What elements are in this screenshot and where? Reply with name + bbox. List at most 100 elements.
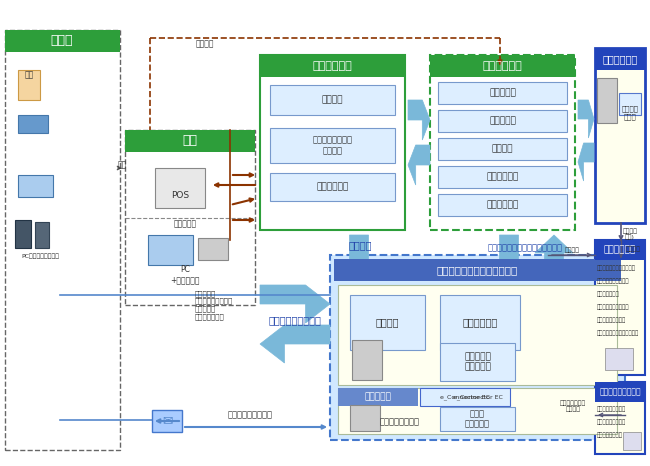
Bar [597, 78, 617, 123]
Polygon shape [408, 100, 430, 140]
Text: メール
コンテンツ: メール コンテンツ [465, 409, 490, 429]
Bar [148, 235, 193, 265]
Bar [155, 168, 205, 208]
Text: 来店: 来店 [118, 160, 127, 170]
Bar [338, 388, 418, 406]
Bar [5, 30, 120, 450]
Bar [595, 240, 645, 260]
Bar [438, 138, 567, 160]
Text: 会員向けメール配信: 会員向けメール配信 [227, 411, 272, 419]
Text: シナリオ管理: シナリオ管理 [486, 200, 519, 210]
Text: ＥＣシステム: ＥＣシステム [603, 54, 638, 64]
Bar [350, 295, 425, 350]
Bar [5, 30, 120, 52]
Polygon shape [535, 235, 573, 280]
Text: 基幹システム: 基幹システム [313, 61, 352, 71]
Text: 会員・ポイント情報: 会員・ポイント情報 [268, 315, 322, 325]
Text: ゴルフ場基幹: ゴルフ場基幹 [317, 183, 348, 192]
Bar [35, 222, 49, 248]
Text: ホテル様本部: ホテル様本部 [604, 246, 636, 254]
Bar [338, 388, 617, 434]
Bar [619, 93, 641, 115]
Bar [15, 220, 31, 248]
Polygon shape [408, 145, 430, 185]
Text: ・顧客情報検索、抽出: ・顧客情報検索、抽出 [597, 304, 629, 310]
Text: 顧客パンチ情報
（新規）: 顧客パンチ情報 （新規） [560, 400, 586, 412]
Polygon shape [260, 325, 330, 363]
Bar [18, 115, 48, 133]
Text: ポイント履歴: ポイント履歴 [462, 317, 498, 328]
Text: 会員情報: 会員情報 [376, 317, 399, 328]
Polygon shape [490, 235, 528, 280]
Text: マイページ
・ポイント残高確認
・履歴確認
・会員情報更新: マイページ ・ポイント残高確認 ・履歴確認 ・会員情報更新 [195, 290, 233, 320]
Bar [440, 407, 515, 431]
Text: お客様: お客様 [51, 34, 73, 48]
Text: ポイント
履歴): ポイント 履歴) [623, 228, 638, 240]
Text: ポイント履歴: ポイント履歴 [486, 172, 519, 181]
Text: 分析システム: 分析システム [482, 61, 523, 71]
Bar [595, 382, 645, 454]
Bar [430, 55, 575, 230]
Bar [125, 130, 255, 305]
Text: （会員登録・更新）: （会員登録・更新） [597, 419, 626, 425]
Text: ・顧客情報管理: ・顧客情報管理 [597, 291, 619, 297]
Bar [438, 194, 567, 216]
Text: POS: POS [171, 191, 189, 199]
Text: キャンペーン結果: キャンペーン結果 [380, 418, 420, 426]
Polygon shape [578, 100, 594, 138]
Bar [18, 175, 53, 197]
Text: メール配信: メール配信 [365, 392, 391, 402]
Bar [595, 48, 645, 223]
Bar [440, 295, 520, 350]
Text: 顧客マスタ: 顧客マスタ [489, 89, 516, 97]
Text: ・利用履歴確認、抽出: ・利用履歴確認、抽出 [597, 278, 629, 284]
Bar [270, 128, 395, 163]
Text: 商品マスタ: 商品マスタ [489, 116, 516, 125]
Text: 店舗: 店舗 [183, 135, 198, 148]
Text: ✉: ✉ [162, 414, 172, 427]
Text: 管理画面: 管理画面 [625, 246, 640, 252]
Text: ・ポイント残高確認、調整: ・ポイント残高確認、調整 [597, 265, 636, 271]
Bar [440, 343, 515, 381]
Text: 会員・ポイント・メール結果情報: 会員・ポイント・メール結果情報 [488, 244, 562, 253]
Text: 購買明細: 購買明細 [196, 40, 215, 48]
Text: ・メルマガ配信設定: ・メルマガ配信設定 [597, 317, 626, 323]
Bar [260, 55, 405, 230]
Text: 宿泊管理: 宿泊管理 [322, 96, 343, 104]
Polygon shape [260, 285, 330, 323]
Text: マイページ
コンテンツ: マイページ コンテンツ [464, 352, 491, 372]
Bar [438, 166, 567, 188]
Text: ・会員照会・更新: ・会員照会・更新 [597, 432, 623, 438]
Bar [330, 255, 625, 440]
Bar [125, 130, 255, 152]
Text: 購買履歴: 購買履歴 [492, 144, 514, 153]
Bar [350, 405, 380, 431]
Text: e_Connector EC: e_Connector EC [440, 394, 490, 400]
Text: PC
+磁気リーダ: PC +磁気リーダ [170, 265, 200, 285]
Bar [152, 410, 182, 432]
Bar [338, 285, 617, 385]
Bar [595, 240, 645, 375]
Text: 顧客カルテ: 顧客カルテ [174, 219, 196, 228]
Bar [334, 259, 621, 281]
Bar [270, 173, 395, 201]
Bar [623, 432, 641, 450]
Bar [438, 82, 567, 104]
Text: e_Connector EC: e_Connector EC [453, 394, 503, 400]
Text: ポイント・会員管理システム: ポイント・会員管理システム [437, 265, 518, 275]
Text: 会員情報
（副）: 会員情報 （副） [621, 106, 638, 120]
Bar [18, 70, 40, 100]
Bar [605, 348, 633, 370]
Bar [352, 340, 382, 380]
Bar [270, 85, 395, 115]
Bar [595, 48, 645, 70]
Text: PC・スマートフォン: PC・スマートフォン [21, 253, 59, 259]
Polygon shape [578, 143, 594, 181]
Bar [438, 110, 567, 132]
Bar [260, 55, 405, 77]
Bar [198, 238, 228, 260]
Text: ・マイページコンテンツ設定: ・マイページコンテンツ設定 [597, 330, 639, 336]
Polygon shape [340, 235, 378, 280]
Bar [420, 388, 510, 406]
Text: 購買情報: 購買情報 [348, 240, 372, 250]
